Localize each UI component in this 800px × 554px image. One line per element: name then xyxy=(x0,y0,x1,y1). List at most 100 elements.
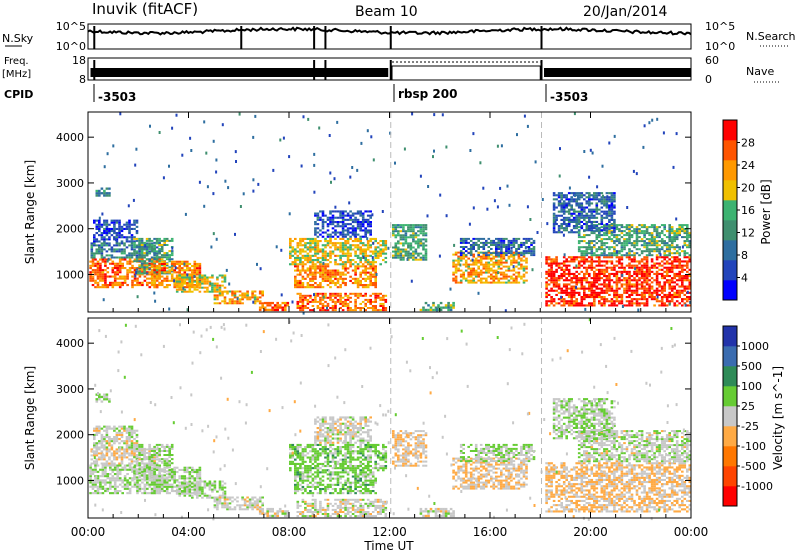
heatmap-cell xyxy=(213,288,217,291)
heatmap-cell xyxy=(121,479,124,482)
heatmap-cell xyxy=(432,304,435,307)
heatmap-cell xyxy=(346,240,350,243)
heatmap-cell xyxy=(356,254,360,257)
heatmap-cell xyxy=(628,287,631,290)
heatmap-cell xyxy=(623,287,626,290)
heatmap-cell xyxy=(299,296,302,299)
heatmap-cell xyxy=(635,242,639,245)
heatmap-cell xyxy=(299,263,302,266)
heatmap-cell xyxy=(344,229,347,232)
heatmap-cell xyxy=(577,226,581,229)
heatmap-cell xyxy=(500,244,503,246)
freq-tick-top: 18 xyxy=(72,54,86,67)
heatmap-cell xyxy=(165,258,169,261)
heatmap-cell xyxy=(384,240,388,243)
heatmap-cell xyxy=(191,281,194,284)
heatmap-cell xyxy=(374,279,377,282)
heatmap-cell xyxy=(495,250,498,253)
heatmap-cell xyxy=(126,468,129,471)
heatmap-cell xyxy=(228,300,232,303)
heatmap-cell xyxy=(577,202,581,205)
heatmap-cell xyxy=(469,271,473,274)
heatmap-cell xyxy=(645,238,649,241)
heatmap-cell xyxy=(111,286,115,289)
heatmap-cell xyxy=(397,248,400,251)
heatmap-cell xyxy=(160,248,164,250)
heatmap-cell xyxy=(686,252,689,255)
heatmap-cell xyxy=(329,171,332,175)
heatmap-cell xyxy=(140,264,144,267)
heatmap-cell xyxy=(324,296,327,299)
heatmap-cell xyxy=(608,260,611,263)
heatmap-cell xyxy=(364,273,367,276)
heatmap-cell xyxy=(658,264,661,267)
heatmap-cell xyxy=(276,301,279,305)
heatmap-cell xyxy=(150,265,154,268)
heatmap-cell xyxy=(665,260,669,263)
heatmap-cell xyxy=(665,270,669,273)
heatmap-cell xyxy=(628,270,631,273)
heatmap-cell xyxy=(650,281,654,284)
heatmap-cell xyxy=(362,255,365,259)
heatmap-cell xyxy=(621,273,624,277)
heatmap-cell xyxy=(165,256,169,259)
heatmap-cell xyxy=(588,281,591,284)
heatmap-cell xyxy=(673,230,676,233)
heatmap-cell xyxy=(135,246,139,248)
heatmap-cell xyxy=(516,133,518,137)
heatmap-cell xyxy=(565,285,568,288)
heatmap-cell xyxy=(101,487,105,490)
heatmap-cell xyxy=(585,229,589,232)
heatmap-cell xyxy=(106,490,110,493)
heatmap-cell xyxy=(615,256,619,259)
heatmap-cell xyxy=(218,286,222,289)
heatmap-cell xyxy=(658,248,661,251)
heatmap-cell xyxy=(213,286,217,289)
heatmap-cell xyxy=(444,304,448,307)
heatmap-cell xyxy=(330,180,332,184)
heatmap-cell xyxy=(678,252,681,255)
heatmap-cell xyxy=(294,250,297,253)
heatmap-cell xyxy=(241,292,244,295)
heatmap-cell xyxy=(442,306,445,309)
heatmap-cell xyxy=(550,258,553,261)
heatmap-cell xyxy=(98,227,101,230)
heatmap-cell xyxy=(580,279,584,282)
heatmap-cell xyxy=(145,250,149,253)
heatmap-cell xyxy=(394,256,398,259)
heatmap-cell xyxy=(103,242,106,245)
heatmap-cell xyxy=(588,246,591,249)
heatmap-cell xyxy=(558,174,561,178)
heatmap-cell xyxy=(321,254,325,257)
heatmap-cell xyxy=(105,187,109,190)
heatmap-cell xyxy=(344,233,347,236)
heatmap-cell xyxy=(570,302,573,305)
heatmap-cell xyxy=(155,239,159,242)
heatmap-cell xyxy=(638,228,641,231)
heatmap-cell xyxy=(598,192,601,195)
heatmap-cell xyxy=(502,244,506,246)
heatmap-cell xyxy=(397,240,400,243)
heatmap-cell xyxy=(605,231,609,234)
heatmap-cell xyxy=(595,210,599,213)
heatmap-cell xyxy=(111,470,115,473)
heatmap-cell xyxy=(306,307,310,309)
heatmap-cell xyxy=(650,266,654,269)
heatmap-cell xyxy=(590,296,594,299)
heatmap-cell xyxy=(101,279,105,282)
heatmap-cell xyxy=(445,214,448,218)
heatmap-cell xyxy=(313,293,315,297)
heatmap-cell xyxy=(495,271,498,274)
heatmap-cell xyxy=(681,281,684,284)
heatmap-cell xyxy=(615,283,619,286)
heatmap-cell xyxy=(572,208,576,211)
heatmap-cell xyxy=(93,221,96,224)
heatmap-cell xyxy=(361,284,365,287)
heatmap-cell xyxy=(608,198,611,201)
heatmap-cell xyxy=(314,221,317,224)
heatmap-cell xyxy=(93,242,96,245)
heatmap-cell xyxy=(673,275,676,278)
heatmap-cell xyxy=(89,468,92,471)
heatmap-cell xyxy=(640,244,644,247)
heatmap-cell xyxy=(394,226,398,229)
